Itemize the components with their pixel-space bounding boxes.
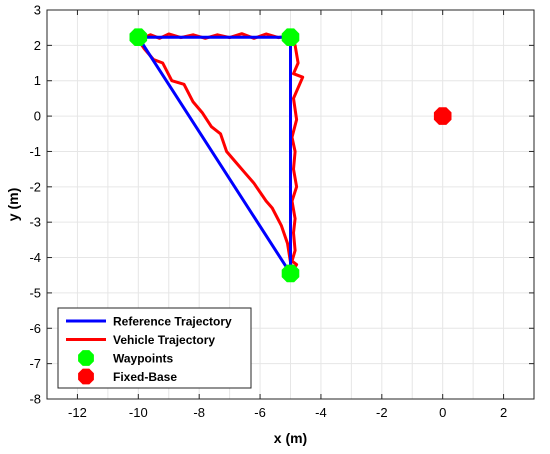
- series-line-reference-trajectory: [137, 35, 292, 275]
- legend: Reference Trajectory Vehicle Trajectory Wa…: [57, 307, 252, 389]
- y-tick-label: -7: [29, 356, 41, 371]
- x-tick-label: -12: [68, 405, 87, 420]
- x-tick-label: -2: [376, 405, 388, 420]
- y-tick-label: -6: [29, 321, 41, 336]
- x-tick-label: -10: [129, 405, 148, 420]
- y-tick-label: -4: [29, 250, 41, 265]
- ticks: -12 -10 -8 -6 -4 -2 0 2 3 2 1 0 -1 -2 -3 -4 -5 -6 -7 -8: [29, 3, 534, 420]
- x-tick-label: -8: [193, 405, 205, 420]
- y-tick-label: 3: [34, 3, 41, 18]
- legend-entry-label: Vehicle Trajectory: [113, 333, 215, 347]
- x-tick-label: -6: [254, 405, 266, 420]
- x-tick-label: 2: [500, 405, 507, 420]
- y-tick-label: -1: [29, 144, 41, 159]
- marker-waypoints: [281, 264, 300, 283]
- legend-entry-label: Fixed-Base: [113, 370, 177, 384]
- y-tick-label: 0: [34, 109, 41, 124]
- y-tick-label: -2: [29, 179, 41, 194]
- x-tick-label: 0: [439, 405, 446, 420]
- y-tick-label: -8: [29, 392, 41, 407]
- marker-fixed-base: [433, 107, 452, 125]
- series-line-vehicle-trajectory: [137, 32, 305, 274]
- y-tick-label: -3: [29, 215, 41, 230]
- x-axis-label: x (m): [274, 430, 307, 446]
- y-tick-label: 2: [34, 38, 41, 53]
- legend-entry-label: Reference Trajectory: [113, 315, 232, 329]
- legend-swatch: [78, 368, 94, 385]
- series-layer: [129, 28, 452, 283]
- marker-waypoints: [281, 28, 300, 46]
- legend-entry-label: Waypoints: [113, 352, 174, 366]
- y-axis-label: y (m): [5, 188, 21, 221]
- axes-box: [46, 9, 535, 400]
- marker-waypoints: [129, 28, 148, 46]
- y-tick-label: 1: [34, 73, 41, 88]
- x-tick-label: -4: [315, 405, 327, 420]
- legend-swatch: [78, 350, 94, 366]
- y-tick-label: -5: [29, 285, 41, 300]
